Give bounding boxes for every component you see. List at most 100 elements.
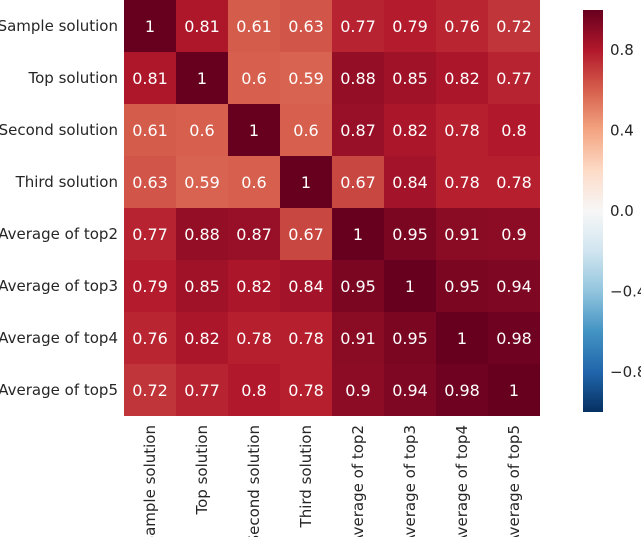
heatmap-cell xyxy=(228,312,280,364)
colorbar-gradient xyxy=(583,10,603,412)
column-labels: Sample solution Top solution Second soluti… xyxy=(141,425,523,537)
heatmap-cell-value: 0.8 xyxy=(501,121,526,140)
heatmap-cell-value: 0.9 xyxy=(501,225,526,244)
heatmap-cell-value: 0.76 xyxy=(444,17,480,36)
heatmap-cell-labels: 1 0.81 0.61 0.63 0.77 0.79 0.76 0.720.81 1 0.6 0.5… xyxy=(132,17,532,400)
heatmap-cell-value: 0.98 xyxy=(444,381,480,400)
heatmap-cell xyxy=(488,312,540,364)
heatmap-cell xyxy=(228,0,280,52)
heatmap-cell xyxy=(176,52,228,104)
row-label-third-solution: Third solution xyxy=(15,173,118,191)
heatmap-cell-value: 0.95 xyxy=(392,329,428,348)
heatmap-cell-value: 1 xyxy=(457,329,467,348)
heatmap-cell xyxy=(176,312,228,364)
heatmap-cell xyxy=(488,0,540,52)
column-label-sample-solution: Sample solution xyxy=(141,425,159,537)
heatmap-cell-value: 0.87 xyxy=(340,121,376,140)
heatmap-cell-value: 0.87 xyxy=(236,225,272,244)
heatmap-cell-value: 0.77 xyxy=(184,381,220,400)
heatmap-cell-value: 1 xyxy=(145,17,155,36)
heatmap-cell-value: 0.6 xyxy=(189,121,214,140)
heatmap-cell xyxy=(436,208,488,260)
heatmap-cell-value: 0.82 xyxy=(444,69,480,88)
heatmap-cell-value: 0.85 xyxy=(392,69,428,88)
heatmap-cell-value: 0.94 xyxy=(496,277,532,296)
heatmap-cell xyxy=(280,260,332,312)
heatmap-cell xyxy=(436,0,488,52)
heatmap-cell-value: 0.78 xyxy=(288,329,324,348)
heatmap-cell-value: 0.67 xyxy=(288,225,324,244)
heatmap-cell-value: 0.77 xyxy=(340,17,376,36)
heatmap-cell-value: 0.77 xyxy=(496,69,532,88)
colorbar-tick-label: 0.4 xyxy=(610,122,634,140)
heatmap-cell xyxy=(280,312,332,364)
heatmap-cell-value: 1 xyxy=(509,381,519,400)
heatmap-cell xyxy=(124,52,176,104)
heatmap-cell xyxy=(488,260,540,312)
heatmap-cell-value: 0.85 xyxy=(184,277,220,296)
heatmap-cell xyxy=(280,0,332,52)
colorbar-tick-label: 0.0 xyxy=(610,202,634,220)
row-label-average-of-top5: Average of top5 xyxy=(0,381,118,399)
heatmap-cell-value: 1 xyxy=(353,225,363,244)
row-label-top-solution: Top solution xyxy=(28,69,118,87)
heatmap-cell-value: 1 xyxy=(301,173,311,192)
heatmap-cell xyxy=(436,260,488,312)
heatmap-cell-value: 0.6 xyxy=(293,121,318,140)
row-label-second-solution: Second solution xyxy=(0,121,118,139)
heatmap-cell xyxy=(332,52,384,104)
heatmap-cell-value: 0.77 xyxy=(132,225,168,244)
column-label-average-of-top3: Average of top3 xyxy=(401,425,419,537)
heatmap-cell xyxy=(228,52,280,104)
heatmap-cell xyxy=(436,52,488,104)
heatmap-cell xyxy=(436,312,488,364)
heatmap-cell xyxy=(488,156,540,208)
heatmap-cell-value: 0.61 xyxy=(236,17,272,36)
heatmap-cell xyxy=(124,156,176,208)
heatmap-cell xyxy=(384,260,436,312)
colorbar-tick-label: −0.4 xyxy=(610,282,641,300)
heatmap-cell xyxy=(332,104,384,156)
heatmap-cell-value: 0.67 xyxy=(340,173,376,192)
heatmap-cell-value: 1 xyxy=(197,69,207,88)
heatmap-cells xyxy=(124,0,540,416)
heatmap-cell-value: 0.82 xyxy=(184,329,220,348)
heatmap-cell xyxy=(384,104,436,156)
heatmap-cell-value: 0.91 xyxy=(444,225,480,244)
heatmap-cell-value: 0.81 xyxy=(132,69,168,88)
heatmap-cell-value: 0.63 xyxy=(132,173,168,192)
heatmap-cell-value: 0.91 xyxy=(340,329,376,348)
heatmap-cell-value: 0.78 xyxy=(444,173,480,192)
heatmap-cell xyxy=(176,260,228,312)
heatmap-cell-value: 0.63 xyxy=(288,17,324,36)
heatmap-cell-value: 0.78 xyxy=(236,329,272,348)
heatmap-cell-value: 0.95 xyxy=(444,277,480,296)
row-label-average-of-top4: Average of top4 xyxy=(0,329,118,347)
heatmap-cell xyxy=(176,208,228,260)
heatmap-cell-value: 0.82 xyxy=(236,277,272,296)
row-label-average-of-top3: Average of top3 xyxy=(0,277,118,295)
heatmap-cell xyxy=(488,208,540,260)
column-label-top-solution: Top solution xyxy=(193,425,211,515)
heatmap-cell xyxy=(124,208,176,260)
heatmap-cell xyxy=(124,104,176,156)
colorbar-ticks: 0.8 0.4 0.0 −0.4 −0.8 xyxy=(610,41,641,381)
heatmap-cell-value: 0.84 xyxy=(288,277,324,296)
heatmap-cell xyxy=(436,364,488,416)
row-labels: Sample solution Top solution Second soluti… xyxy=(0,17,118,399)
heatmap-cell xyxy=(280,364,332,416)
heatmap-cell xyxy=(436,104,488,156)
heatmap-cell xyxy=(124,0,176,52)
heatmap-cell xyxy=(228,208,280,260)
heatmap-cell xyxy=(280,208,332,260)
heatmap-cell xyxy=(228,260,280,312)
heatmap-cell xyxy=(280,52,332,104)
heatmap-cell xyxy=(176,364,228,416)
colorbar: 0.8 0.4 0.0 −0.4 −0.8 xyxy=(583,10,641,412)
heatmap-cell-value: 0.72 xyxy=(132,381,168,400)
heatmap-cell xyxy=(124,312,176,364)
heatmap-cell xyxy=(436,156,488,208)
heatmap-cell-value: 0.88 xyxy=(340,69,376,88)
heatmap-cell xyxy=(384,52,436,104)
heatmap-cell-value: 0.84 xyxy=(392,173,428,192)
